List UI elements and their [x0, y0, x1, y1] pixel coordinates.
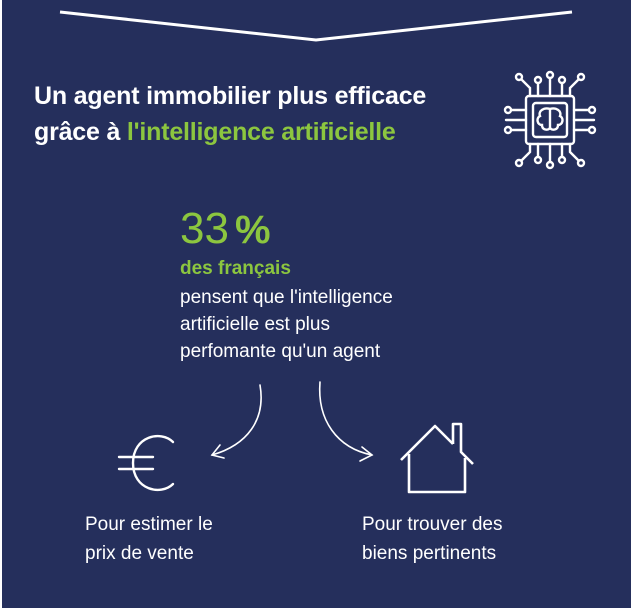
caption-price-estimate: Pour estimer le prix de vente	[85, 510, 285, 568]
stat-highlight: des français	[180, 258, 291, 279]
headline: Un agent immobilier plus efficace grâce …	[34, 78, 504, 150]
arrow-left	[211, 384, 262, 456]
arrow-right-head	[359, 446, 374, 462]
ai-chip-brain-icon	[503, 70, 597, 170]
headline-accent: l'intelligence artificielle	[126, 118, 396, 146]
euro-icon	[117, 434, 175, 492]
caption-find-properties: Pour trouver des biens pertinents	[362, 510, 582, 568]
arrow-left-head	[210, 444, 225, 459]
house-icon	[400, 422, 474, 494]
stat-description-line: pensent que l'intelligence	[180, 287, 393, 308]
caption-line: Pour trouver des	[362, 514, 503, 535]
headline-line-1: Un agent immobilier plus efficace	[34, 82, 427, 110]
stat-description-line: artificielle est plus	[180, 314, 330, 335]
stat-value: 33%	[180, 205, 271, 254]
chevron-divider	[59, 10, 573, 42]
stat-description-line: perfomante qu'un agent	[180, 341, 381, 362]
caption-line: prix de vente	[85, 543, 194, 564]
stat-number: 33	[180, 204, 229, 253]
caption-line: biens pertinents	[362, 543, 497, 564]
stat-description: pensent que l'intelligence artificielle …	[180, 284, 480, 365]
headline-line-2: grâce à l'intelligence artificielle	[34, 114, 504, 150]
arrow-right	[318, 381, 373, 456]
headline-prefix: grâce à	[34, 118, 127, 146]
caption-line: Pour estimer le	[85, 514, 213, 535]
stat-unit: %	[234, 208, 271, 252]
